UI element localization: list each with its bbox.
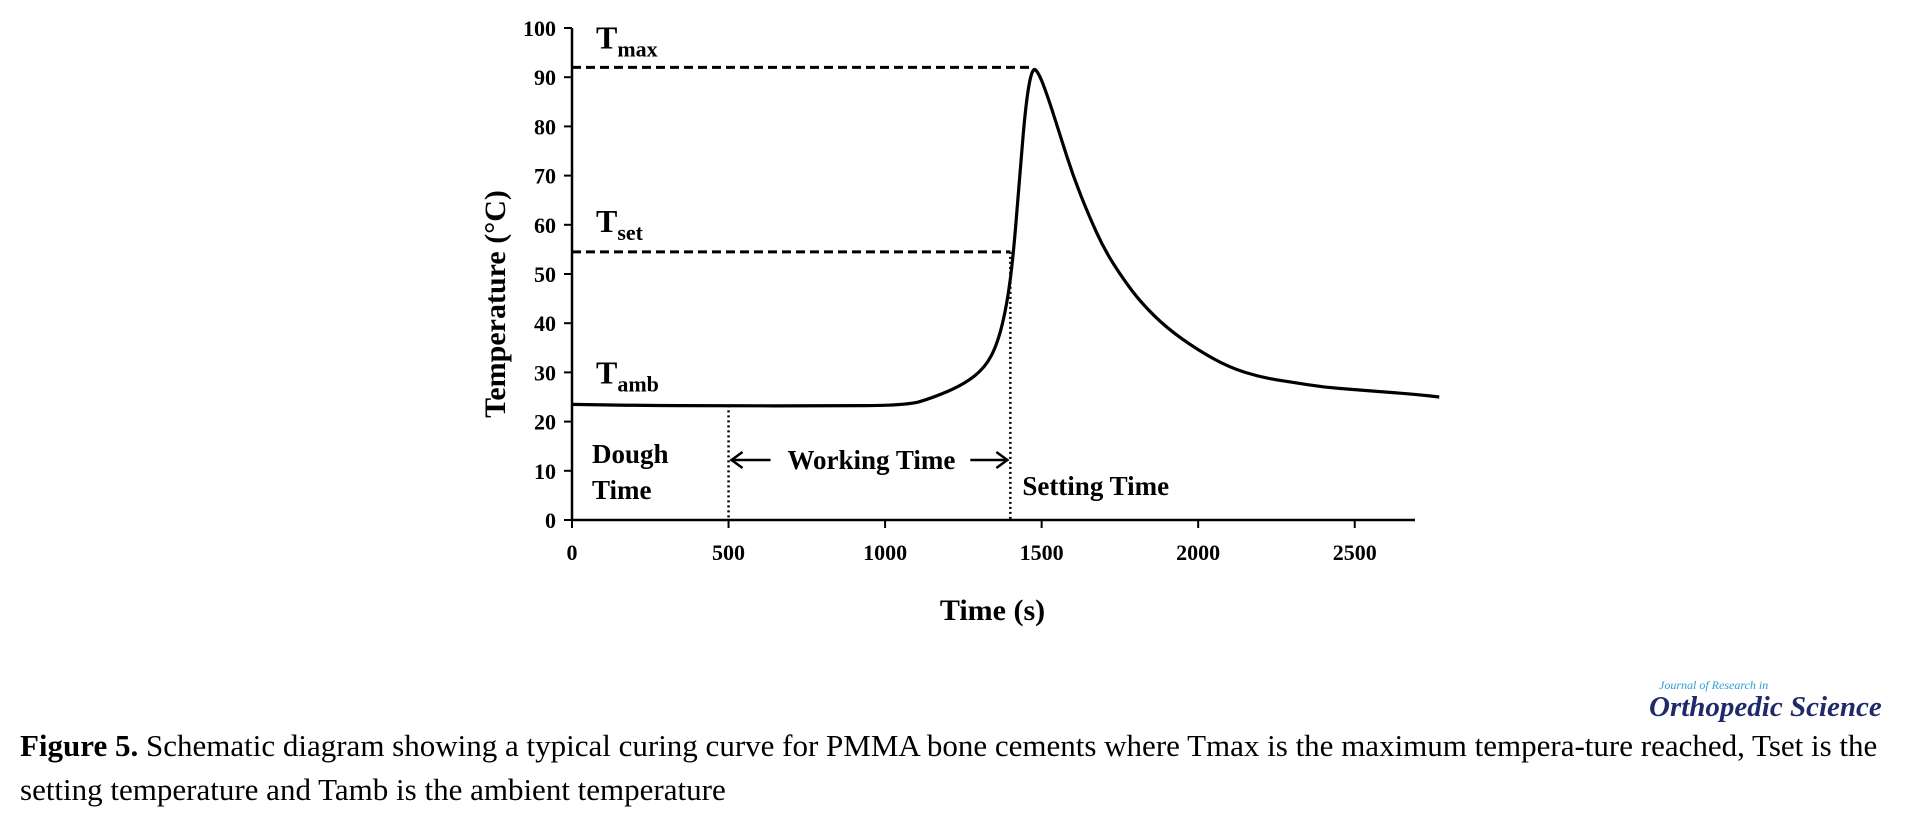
y-tick-label: 10 — [534, 459, 556, 484]
y-tick-label: 50 — [534, 262, 556, 287]
y-tick-label: 30 — [534, 360, 556, 385]
figure-label: Figure 5. — [20, 728, 139, 763]
label-tset-main: T — [596, 203, 617, 239]
y-axis-title: Temperature (°C) — [479, 190, 512, 418]
working-time-label: Working Time — [788, 445, 956, 475]
x-tick-label: 1000 — [863, 540, 907, 565]
journal-name-big: Orthopedic Science — [1649, 691, 1882, 723]
label-tamb: Tamb — [596, 354, 659, 396]
y-tick-label: 100 — [523, 16, 556, 41]
curing-curve-line — [571, 67, 1440, 408]
setting-time-label: Setting Time — [1022, 471, 1169, 501]
x-tick-label: 2000 — [1176, 540, 1220, 565]
curve-series — [571, 67, 1440, 408]
caption-text: Schematic diagram showing a typical curi… — [20, 728, 1878, 807]
x-tick-label: 2500 — [1333, 540, 1377, 565]
reference-lines — [572, 65, 1033, 520]
journal-logo: Journal of Research in Orthopedic Scienc… — [1649, 678, 1909, 722]
dough-time-label-line1: Dough — [592, 439, 669, 469]
working-arrowhead-left — [729, 450, 744, 470]
x-tick-label: 500 — [712, 540, 745, 565]
label-tmax: Tmax — [596, 19, 658, 61]
label-tamb-sub: amb — [617, 371, 659, 396]
y-tick-label: 80 — [534, 114, 556, 139]
y-tick-label: 40 — [534, 311, 556, 336]
y-tick-label: 0 — [545, 508, 556, 533]
label-tmax-main: T — [596, 19, 617, 55]
y-tick-label: 70 — [534, 164, 556, 189]
x-tick-label: 1500 — [1020, 540, 1064, 565]
y-tick-label: 90 — [534, 65, 556, 90]
dough-time-label-line2: Time — [592, 475, 652, 505]
label-tmax-sub: max — [617, 36, 657, 61]
y-tick-label: 60 — [534, 213, 556, 238]
label-tset-sub: set — [617, 220, 643, 245]
x-axis-title: Time (s) — [940, 594, 1045, 627]
working-arrowhead-right — [995, 450, 1010, 470]
journal-name-small: Journal of Research in — [1659, 678, 1769, 692]
x-tick-label: 0 — [567, 540, 578, 565]
figure-caption: Figure 5. Schematic diagram showing a ty… — [20, 724, 1915, 812]
label-tamb-main: T — [596, 354, 617, 390]
chart-axes — [564, 27, 1415, 528]
y-tick-label: 20 — [534, 410, 556, 435]
label-tset: Tset — [596, 203, 644, 245]
